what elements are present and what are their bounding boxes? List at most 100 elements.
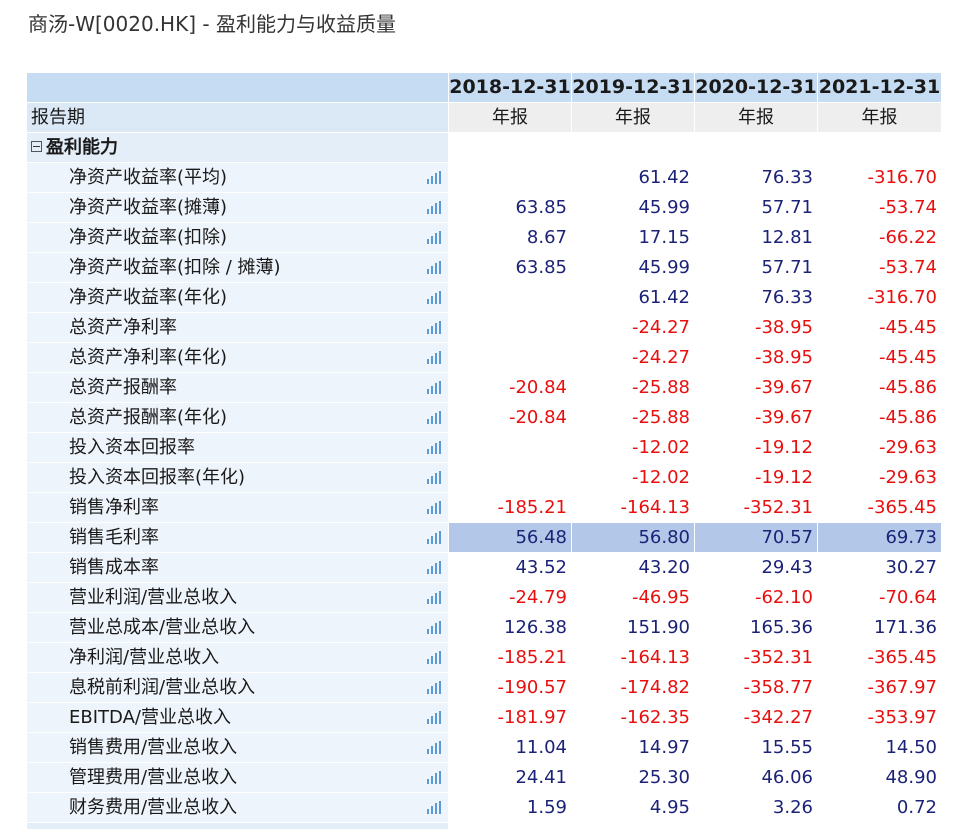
table-row[interactable]: 销售毛利率 56.48 56.80 70.57 69.73: [27, 523, 941, 553]
value-cell: -164.13: [571, 643, 694, 672]
bar-chart-icon[interactable]: [420, 433, 448, 462]
bar-chart-icon[interactable]: [420, 343, 448, 372]
table-row[interactable]: 净资产收益率(年化) 61.42 76.33 -316.70: [27, 283, 941, 313]
empty-cell: [694, 133, 817, 162]
table-row[interactable]: 净利润/营业总收入 -185.21 -164.13 -352.31 -365.45: [27, 643, 941, 673]
column-header-date[interactable]: 2018-12-31: [448, 73, 571, 102]
bar-chart-icon[interactable]: [420, 493, 448, 522]
bar-chart-icon[interactable]: [420, 523, 448, 552]
table-row[interactable]: 总资产报酬率(年化) -20.84 -25.88 -39.67 -45.86: [27, 403, 941, 433]
value-cell: -367.97: [817, 673, 941, 702]
value-cell: 1.59: [448, 793, 571, 822]
report-type: 年报: [817, 103, 941, 132]
table-row[interactable]: EBITDA/营业总收入 -181.97 -162.35 -342.27 -353.97: [27, 703, 941, 733]
table-row[interactable]: 投入资本回报率(年化) -12.02 -19.12 -29.63: [27, 463, 941, 493]
value-cell: 63.85: [448, 193, 571, 222]
bar-chart-icon[interactable]: [420, 703, 448, 732]
row-label: 总资产净利率(年化): [27, 343, 420, 372]
value-cell: 61.42: [571, 283, 694, 312]
value-cell: 11.04: [448, 733, 571, 762]
empty-cell: [448, 133, 571, 162]
value-cell: -25.88: [571, 373, 694, 402]
bar-chart-icon[interactable]: [420, 613, 448, 642]
value-cell: [448, 463, 571, 492]
table-row[interactable]: 营业利润/营业总收入 -24.79 -46.95 -62.10 -70.64: [27, 583, 941, 613]
bar-chart-icon[interactable]: [420, 463, 448, 492]
value-cell: [448, 343, 571, 372]
value-cell: -29.63: [817, 433, 941, 462]
value-cell: 48.90: [817, 763, 941, 792]
bar-chart-icon[interactable]: [420, 643, 448, 672]
value-cell: -53.74: [817, 253, 941, 282]
period-label: 报告期: [27, 103, 420, 132]
value-cell: -45.45: [817, 313, 941, 342]
value-cell: 43.52: [448, 553, 571, 582]
value-cell: [448, 433, 571, 462]
row-label: 销售费用/营业总收入: [27, 733, 420, 762]
table-row[interactable]: 总资产净利率 -24.27 -38.95 -45.45: [27, 313, 941, 343]
bar-chart-icon[interactable]: [420, 163, 448, 192]
bar-chart-icon[interactable]: [420, 313, 448, 342]
value-cell: -29.63: [817, 463, 941, 492]
bar-chart-icon[interactable]: [420, 553, 448, 582]
table-row[interactable]: 总资产净利率(年化) -24.27 -38.95 -45.45: [27, 343, 941, 373]
table-row[interactable]: 投入资本回报率 -12.02 -19.12 -29.63: [27, 433, 941, 463]
row-label: 销售成本率: [27, 553, 420, 582]
bar-chart-icon[interactable]: [420, 763, 448, 792]
value-cell: 14.50: [817, 733, 941, 762]
row-label: 息税前利润/营业总收入: [27, 673, 420, 702]
bar-chart-icon[interactable]: [420, 733, 448, 762]
value-cell: 126.38: [448, 613, 571, 642]
bar-chart-icon[interactable]: [420, 403, 448, 432]
value-cell: [448, 163, 571, 192]
table-row[interactable]: 净资产收益率(扣除) 8.67 17.15 12.81 -66.22: [27, 223, 941, 253]
bar-chart-icon[interactable]: [420, 223, 448, 252]
bar-chart-icon[interactable]: [420, 583, 448, 612]
bar-chart-icon[interactable]: [420, 373, 448, 402]
section-label: 盈利能力: [46, 137, 118, 158]
column-header-date[interactable]: 2019-12-31: [571, 73, 694, 102]
table-row[interactable]: 管理费用/营业总收入 24.41 25.30 46.06 48.90: [27, 763, 941, 793]
value-cell: -316.70: [817, 283, 941, 312]
table-row[interactable]: 销售净利率 -185.21 -164.13 -352.31 -365.45: [27, 493, 941, 523]
bar-chart-icon[interactable]: [420, 283, 448, 312]
table-row[interactable]: 净资产收益率(平均) 61.42 76.33 -316.70: [27, 163, 941, 193]
value-cell: -66.22: [817, 223, 941, 252]
bar-chart-icon[interactable]: [420, 193, 448, 222]
column-header-date[interactable]: 2021-12-31: [817, 73, 941, 102]
minus-box-icon[interactable]: [31, 141, 42, 152]
table-row[interactable]: 净资产收益率(扣除 / 摊薄) 63.85 45.99 57.71 -53.74: [27, 253, 941, 283]
table-row[interactable]: 营业总成本/营业总收入 126.38 151.90 165.36 171.36: [27, 613, 941, 643]
row-label: 营业总成本/营业总收入: [27, 613, 420, 642]
table-row[interactable]: 息税前利润/营业总收入 -190.57 -174.82 -358.77 -367.97: [27, 673, 941, 703]
bar-chart-icon[interactable]: [420, 793, 448, 822]
row-label: 净资产收益率(扣除 / 摊薄): [27, 253, 420, 282]
table-row[interactable]: 总资产报酬率 -20.84 -25.88 -39.67 -45.86: [27, 373, 941, 403]
header-row-dates: 2018-12-31 2019-12-31 2020-12-31 2021-12…: [27, 73, 941, 103]
row-label: 投入资本回报率(年化): [27, 463, 420, 492]
value-cell: -70.64: [817, 583, 941, 612]
row-label: 总资产净利率: [27, 313, 420, 342]
value-cell: -20.84: [448, 403, 571, 432]
section-icon-col: [420, 133, 448, 162]
table-row[interactable]: 销售成本率 43.52 43.20 29.43 30.27: [27, 553, 941, 583]
table-row[interactable]: 净资产收益率(摊薄) 63.85 45.99 57.71 -53.74: [27, 193, 941, 223]
row-label: 管理费用/营业总收入: [27, 763, 420, 792]
bar-chart-icon[interactable]: [420, 673, 448, 702]
column-header-date[interactable]: 2020-12-31: [694, 73, 817, 102]
value-cell: -38.95: [694, 343, 817, 372]
table-row[interactable]: 财务费用/营业总收入 1.59 4.95 3.26 0.72: [27, 793, 941, 823]
header-icon-col: [420, 73, 448, 102]
section-header[interactable]: 盈利能力: [27, 133, 420, 162]
table-row[interactable]: 销售费用/营业总收入 11.04 14.97 15.55 14.50: [27, 733, 941, 763]
value-cell: 25.30: [571, 763, 694, 792]
header-row-type: 报告期 年报 年报 年报 年报: [27, 103, 941, 133]
row-label: 营业利润/营业总收入: [27, 583, 420, 612]
value-cell: -24.79: [448, 583, 571, 612]
bar-chart-icon[interactable]: [420, 253, 448, 282]
value-cell: 171.36: [817, 613, 941, 642]
value-cell: -316.70: [817, 163, 941, 192]
section-row-profitability[interactable]: 盈利能力: [27, 133, 941, 163]
row-label: 净资产收益率(扣除): [27, 223, 420, 252]
value-cell: 45.99: [571, 253, 694, 282]
